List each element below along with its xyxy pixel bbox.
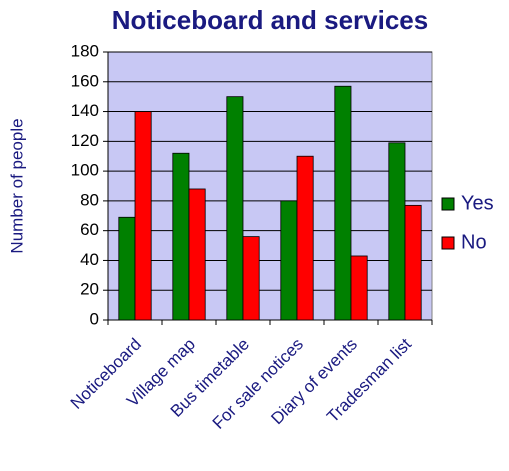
bar <box>118 216 136 321</box>
legend-swatch <box>441 236 455 250</box>
bar <box>334 85 352 321</box>
plot-area <box>107 51 433 321</box>
bar <box>350 255 368 321</box>
y-tick-label: 120 <box>71 131 99 150</box>
legend-label: Yes <box>461 192 494 214</box>
y-tick-label: 0 <box>90 309 99 328</box>
bar <box>172 152 190 321</box>
legend-swatch <box>441 197 455 211</box>
chart-title: Noticeboard and services <box>112 5 428 35</box>
y-tick-label: 160 <box>71 71 99 90</box>
bar <box>226 96 244 321</box>
bar <box>242 236 260 321</box>
y-tick-label: 60 <box>80 220 99 239</box>
y-tick-label: 20 <box>80 280 99 299</box>
bar <box>388 142 406 321</box>
y-axis-title: Number of people <box>7 118 26 253</box>
y-tick-label: 80 <box>80 190 99 209</box>
y-tick-label: 40 <box>80 250 99 269</box>
y-tick-label: 100 <box>71 161 99 180</box>
bar <box>188 188 206 321</box>
bar <box>134 111 152 321</box>
legend-label: No <box>461 231 487 253</box>
y-tick-label: 140 <box>71 101 99 120</box>
y-tick-label: 180 <box>71 41 99 60</box>
bar <box>280 200 298 321</box>
bar <box>296 155 314 321</box>
bar <box>404 204 422 321</box>
